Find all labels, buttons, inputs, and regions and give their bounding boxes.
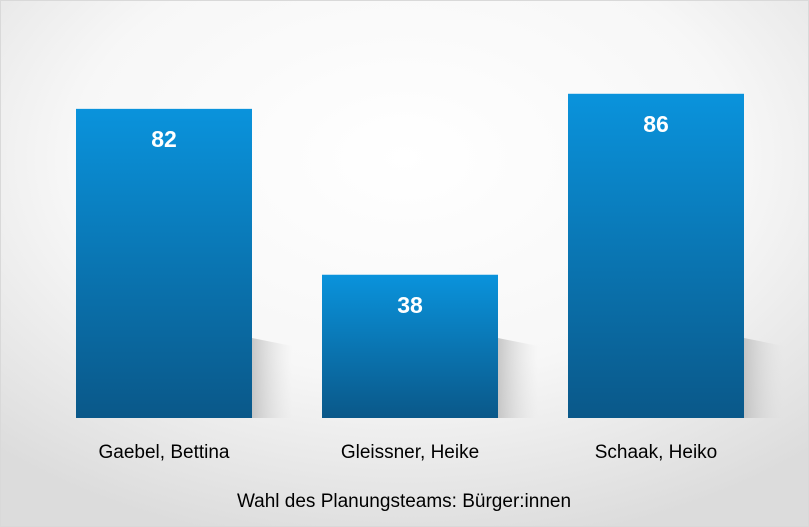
data-label: 82: [151, 126, 177, 152]
bar-shadow: [498, 338, 538, 418]
bar: [76, 108, 252, 419]
x-tick-label: Gleissner, Heike: [341, 442, 479, 463]
chart-title: Wahl des Planungsteams: Bürger:innen: [237, 491, 571, 512]
bar-shadow: [744, 338, 784, 418]
bar: [568, 93, 744, 418]
bar-shadow: [252, 338, 292, 418]
x-tick-label: Gaebel, Bettina: [99, 442, 230, 463]
data-label: 38: [397, 292, 423, 318]
data-label: 86: [643, 111, 669, 137]
bar: [322, 274, 498, 418]
x-tick-label: Schaak, Heiko: [595, 442, 718, 463]
